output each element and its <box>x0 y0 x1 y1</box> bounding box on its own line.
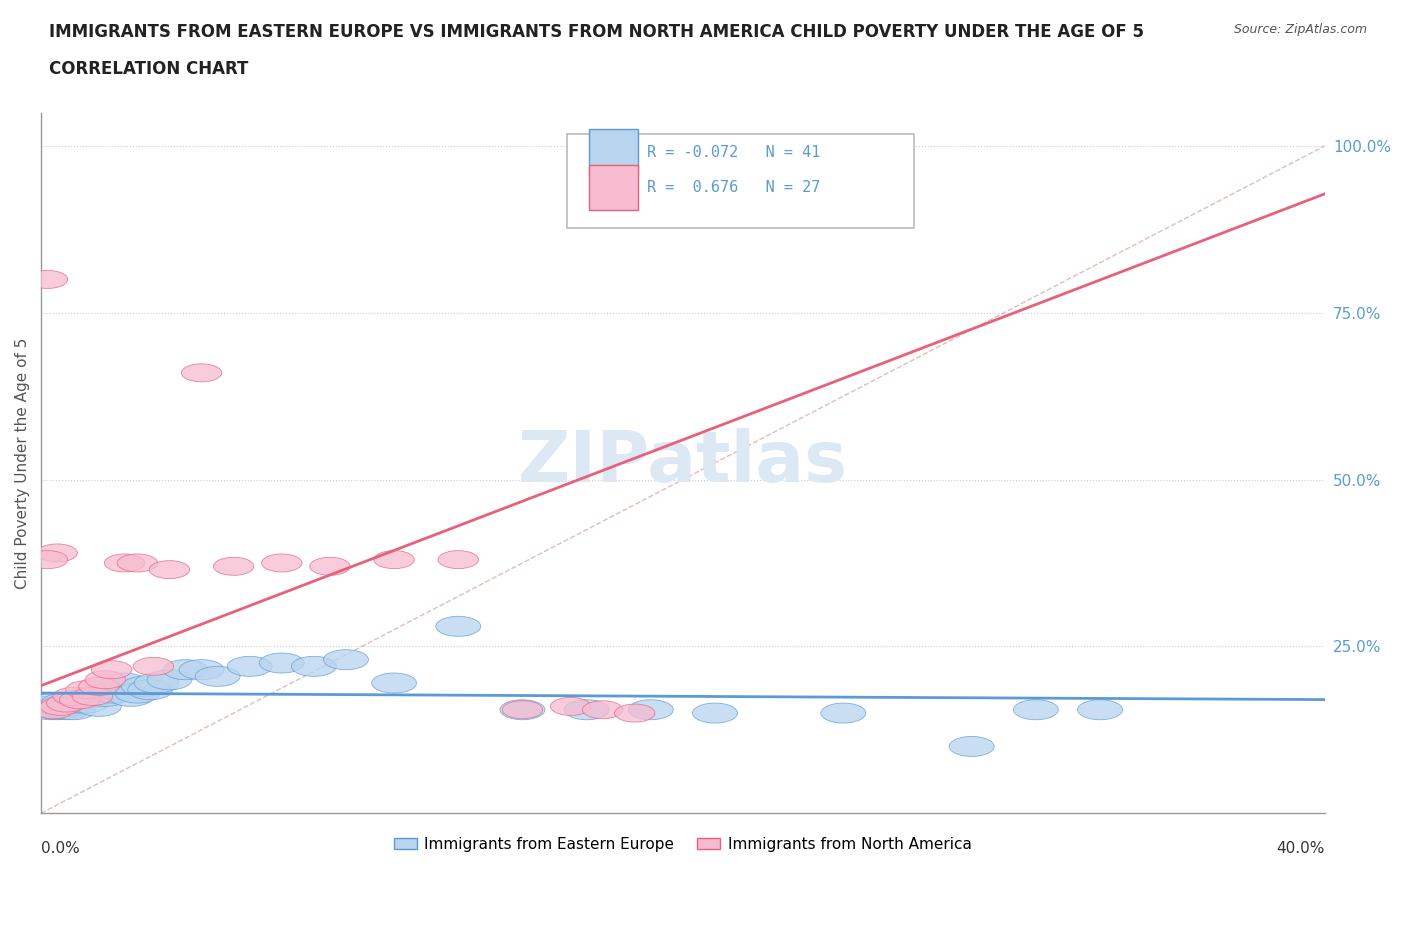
Ellipse shape <box>108 686 153 707</box>
Ellipse shape <box>1077 699 1122 720</box>
Ellipse shape <box>59 691 100 709</box>
Ellipse shape <box>48 697 93 716</box>
Ellipse shape <box>35 699 80 720</box>
Ellipse shape <box>291 657 336 676</box>
Ellipse shape <box>83 686 128 707</box>
FancyBboxPatch shape <box>568 134 914 228</box>
Ellipse shape <box>41 698 80 715</box>
Ellipse shape <box>117 554 157 572</box>
Ellipse shape <box>614 704 655 722</box>
Text: 0.0%: 0.0% <box>41 841 80 857</box>
Ellipse shape <box>371 673 416 693</box>
Ellipse shape <box>374 551 415 568</box>
Ellipse shape <box>72 687 112 705</box>
Ellipse shape <box>103 673 148 693</box>
Ellipse shape <box>195 667 240 686</box>
Ellipse shape <box>262 554 302 572</box>
Ellipse shape <box>45 699 89 720</box>
Ellipse shape <box>46 694 87 712</box>
Y-axis label: Child Poverty Under the Age of 5: Child Poverty Under the Age of 5 <box>15 338 30 589</box>
Text: R =  0.676   N = 27: R = 0.676 N = 27 <box>647 180 820 195</box>
Ellipse shape <box>79 677 120 696</box>
Ellipse shape <box>214 557 254 576</box>
Ellipse shape <box>181 364 222 382</box>
Ellipse shape <box>121 676 166 697</box>
Ellipse shape <box>821 703 866 723</box>
Ellipse shape <box>628 699 673 720</box>
Text: CORRELATION CHART: CORRELATION CHART <box>49 60 249 78</box>
Ellipse shape <box>104 554 145 572</box>
Ellipse shape <box>51 699 96 720</box>
Ellipse shape <box>149 561 190 578</box>
Ellipse shape <box>309 557 350 576</box>
Ellipse shape <box>323 650 368 670</box>
Ellipse shape <box>91 660 132 679</box>
Text: IMMIGRANTS FROM EASTERN EUROPE VS IMMIGRANTS FROM NORTH AMERICA CHILD POVERTY UN: IMMIGRANTS FROM EASTERN EUROPE VS IMMIGR… <box>49 23 1144 41</box>
Ellipse shape <box>163 659 208 680</box>
Ellipse shape <box>693 703 737 723</box>
Ellipse shape <box>439 551 478 568</box>
Ellipse shape <box>86 671 125 689</box>
Ellipse shape <box>1014 699 1059 720</box>
Ellipse shape <box>53 693 98 713</box>
Ellipse shape <box>34 700 75 719</box>
Ellipse shape <box>128 680 173 699</box>
Ellipse shape <box>949 737 994 756</box>
Legend: Immigrants from Eastern Europe, Immigrants from North America: Immigrants from Eastern Europe, Immigran… <box>388 830 979 858</box>
Ellipse shape <box>37 544 77 562</box>
Ellipse shape <box>502 700 543 719</box>
Ellipse shape <box>27 271 67 288</box>
Ellipse shape <box>96 680 141 699</box>
Ellipse shape <box>76 697 121 716</box>
Ellipse shape <box>259 653 304 673</box>
Ellipse shape <box>41 693 86 713</box>
Ellipse shape <box>66 681 107 698</box>
Ellipse shape <box>134 658 173 675</box>
Ellipse shape <box>436 617 481 636</box>
FancyBboxPatch shape <box>589 129 638 175</box>
Text: ZIPatlas: ZIPatlas <box>517 429 848 498</box>
Text: R = -0.072   N = 41: R = -0.072 N = 41 <box>647 144 820 160</box>
Text: Source: ZipAtlas.com: Source: ZipAtlas.com <box>1233 23 1367 36</box>
Ellipse shape <box>179 659 224 680</box>
Ellipse shape <box>115 683 160 703</box>
Ellipse shape <box>25 697 70 716</box>
Ellipse shape <box>58 690 103 710</box>
Ellipse shape <box>550 698 591 715</box>
Text: 40.0%: 40.0% <box>1277 841 1324 857</box>
Ellipse shape <box>27 551 67 568</box>
Ellipse shape <box>53 687 93 705</box>
Ellipse shape <box>63 693 108 713</box>
Ellipse shape <box>134 673 179 693</box>
Ellipse shape <box>501 699 546 720</box>
Ellipse shape <box>38 697 83 716</box>
FancyBboxPatch shape <box>589 165 638 210</box>
Ellipse shape <box>31 693 76 713</box>
Ellipse shape <box>70 686 115 707</box>
Ellipse shape <box>148 670 193 690</box>
Ellipse shape <box>564 699 609 720</box>
Ellipse shape <box>228 657 273 676</box>
Ellipse shape <box>28 699 73 720</box>
Ellipse shape <box>582 700 623 719</box>
Ellipse shape <box>89 683 134 703</box>
